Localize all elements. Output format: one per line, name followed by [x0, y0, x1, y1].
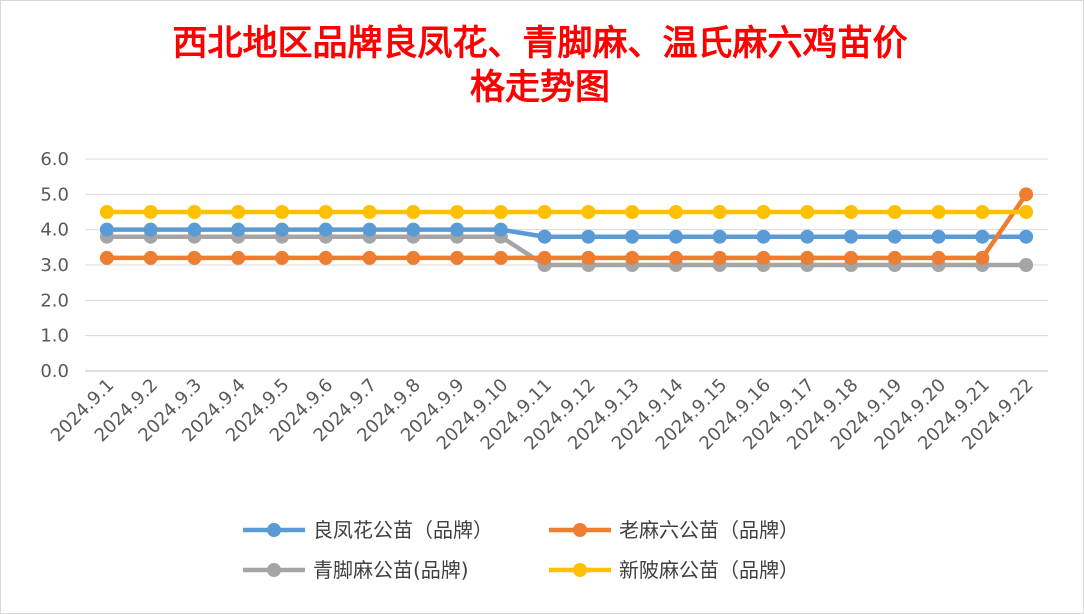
series-line: [106, 227, 1027, 239]
data-point: [187, 250, 202, 265]
y-tick-label: 3.0: [40, 255, 69, 276]
data-point: [362, 222, 377, 237]
data-point: [712, 205, 727, 219]
data-point: [274, 222, 289, 237]
legend-swatch-marker: [573, 563, 587, 577]
data-point: [493, 205, 508, 219]
data-point: [231, 222, 246, 237]
y-tick-label: 2.0: [40, 290, 69, 311]
legend-swatch-marker: [267, 563, 281, 577]
y-axis-ticks: 0.0 1.0 2.0 3.0 4.0 5.0 6.0: [40, 149, 69, 382]
legend-label: 良凤花公苗（品牌）: [313, 518, 493, 542]
data-point: [887, 205, 902, 219]
y-tick-label: 6.0: [40, 149, 69, 170]
data-point: [1019, 258, 1034, 272]
y-tick-label: 4.0: [40, 220, 69, 241]
data-point: [931, 205, 946, 219]
data-point: [844, 205, 859, 219]
y-tick-label: 5.0: [40, 184, 69, 205]
legend-label: 青脚麻公苗(品牌): [313, 558, 469, 582]
data-point: [450, 222, 465, 237]
data-point: [187, 222, 202, 237]
data-point: [581, 229, 596, 244]
data-point: [99, 250, 114, 265]
legend-swatch-marker: [267, 523, 281, 537]
series-lines: [99, 187, 1034, 272]
data-point: [450, 250, 465, 265]
series-line: [106, 234, 1027, 268]
data-point: [756, 250, 771, 265]
data-point: [581, 250, 596, 265]
data-point: [800, 205, 815, 219]
data-point: [887, 229, 902, 244]
data-point: [231, 205, 246, 219]
legend-swatch-marker: [573, 523, 587, 537]
data-point: [493, 222, 508, 237]
data-point: [537, 229, 552, 244]
data-point: [800, 250, 815, 265]
data-point: [625, 205, 640, 219]
data-point: [362, 205, 377, 219]
data-point: [887, 250, 902, 265]
series-line: [106, 193, 1028, 261]
data-point: [318, 205, 333, 219]
y-tick-label: 1.0: [40, 326, 69, 347]
data-point: [143, 205, 158, 219]
data-point: [668, 205, 683, 219]
data-point: [231, 250, 246, 265]
data-point: [844, 229, 859, 244]
data-point: [931, 229, 946, 244]
data-point: [99, 222, 114, 237]
data-point: [1019, 229, 1034, 244]
data-point: [844, 250, 859, 265]
data-point: [362, 250, 377, 265]
data-point: [668, 250, 683, 265]
data-point: [625, 229, 640, 244]
data-point: [975, 250, 990, 265]
data-point: [975, 229, 990, 244]
data-point: [756, 205, 771, 219]
data-point: [318, 222, 333, 237]
data-point: [143, 222, 158, 237]
data-point: [712, 250, 727, 265]
data-point: [975, 205, 990, 219]
data-point: [406, 222, 421, 237]
data-point: [625, 250, 640, 265]
data-point: [800, 229, 815, 244]
data-point: [318, 250, 333, 265]
y-tick-label: 0.0: [40, 361, 69, 382]
chart-title: 西北地区品牌良凤花、青脚麻、温氏麻六鸡苗价 格走势图: [172, 23, 908, 108]
data-point: [493, 250, 508, 265]
data-point: [143, 250, 158, 265]
legend-label: 老麻六公苗（品牌）: [619, 518, 799, 542]
data-point: [537, 250, 552, 265]
data-point: [537, 205, 552, 219]
data-point: [712, 229, 727, 244]
data-point: [581, 205, 596, 219]
data-point: [450, 205, 465, 219]
data-point: [1019, 187, 1034, 202]
data-point: [99, 205, 114, 219]
data-point: [274, 205, 289, 219]
x-axis-ticks: 2024.9.12024.9.22024.9.32024.9.42024.9.5…: [47, 375, 1038, 455]
legend-label: 新陂麻公苗（品牌）: [619, 558, 799, 582]
data-point: [274, 250, 289, 265]
data-point: [406, 205, 421, 219]
data-point: [931, 250, 946, 265]
data-point: [187, 205, 202, 219]
legend: 良凤花公苗（品牌） 老麻六公苗（品牌） 青脚麻公苗(品牌) 新陂麻公苗（品牌）: [243, 518, 799, 582]
data-point: [756, 229, 771, 244]
data-point: [406, 250, 421, 265]
data-point: [668, 229, 683, 244]
data-point: [1019, 205, 1034, 219]
